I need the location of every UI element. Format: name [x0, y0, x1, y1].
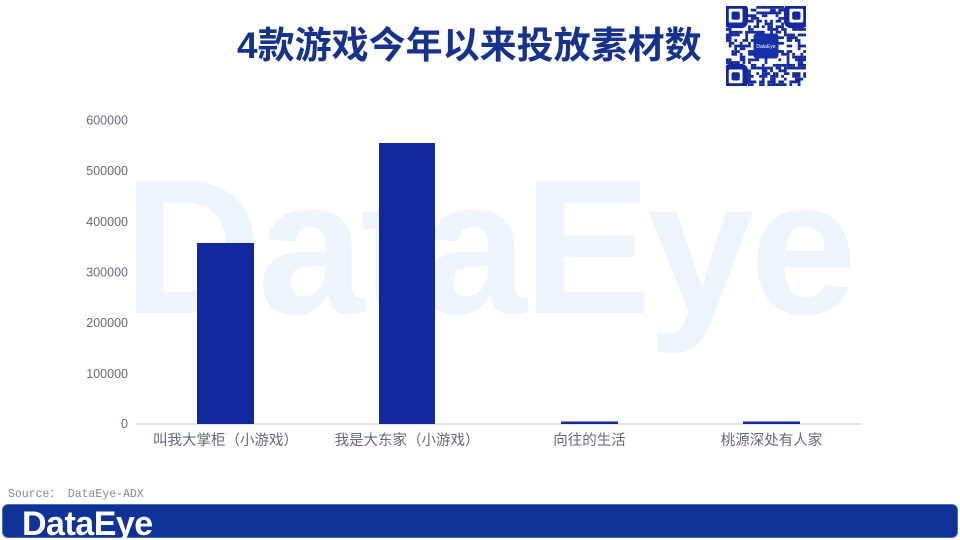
svg-text:500000: 500000	[86, 164, 128, 178]
svg-text:300000: 300000	[86, 266, 128, 280]
svg-text:200000: 200000	[86, 316, 128, 330]
svg-text:桃源深处有人家: 桃源深处有人家	[721, 432, 823, 449]
svg-text:叫我大掌柜（小游戏）: 叫我大掌柜（小游戏）	[153, 432, 298, 449]
svg-text:400000: 400000	[86, 215, 128, 229]
svg-text:100000: 100000	[86, 367, 128, 381]
svg-text:DataEye: DataEye	[756, 44, 775, 50]
svg-text:600000: 600000	[86, 114, 128, 128]
svg-text:我是大东家（小游戏）: 我是大东家（小游戏）	[335, 432, 480, 449]
svg-text:向往的生活: 向往的生活	[553, 432, 626, 449]
svg-text:0: 0	[121, 417, 128, 431]
